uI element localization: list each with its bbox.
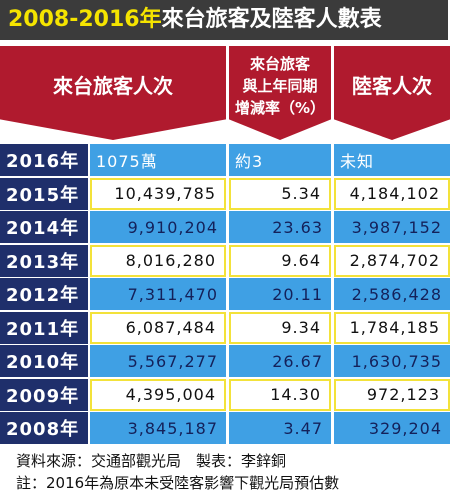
data-cell: 20.11 <box>229 278 331 310</box>
table-row: 2011年 6,087,484 9.34 1,784,185 <box>0 311 450 345</box>
title-years: 2008-2016年 <box>8 7 162 32</box>
year-cell: 2012年 <box>0 278 88 310</box>
year-cell: 2013年 <box>0 244 88 277</box>
data-cell: 5,567,277 <box>90 345 226 377</box>
data-cell: 6,087,484 <box>90 311 226 344</box>
table-row: 2016年 1075萬 約3 未知 <box>0 144 450 177</box>
table-row: 2010年 5,567,277 26.67 1,630,735 <box>0 345 450 378</box>
title-bar: 2008-2016年來台旅客及陸客人數表 <box>0 0 448 40</box>
data-cell: 1,784,185 <box>334 311 450 344</box>
year-cell: 2015年 <box>0 177 88 210</box>
data-cell: 4,395,004 <box>90 378 226 411</box>
data-cell: 2,874,702 <box>334 244 450 277</box>
column-header: 來台旅客人次 <box>0 46 226 140</box>
table-row: 2014年 9,910,204 23.63 3,987,152 <box>0 211 450 244</box>
data-cell: 2,586,428 <box>334 278 450 310</box>
year-cell: 2009年 <box>0 378 88 411</box>
header-line: 增減率（%） <box>234 99 326 117</box>
data-cell: 14.30 <box>229 378 331 411</box>
data-cell: 8,016,280 <box>90 244 226 277</box>
year-cell: 2008年 <box>0 412 88 444</box>
data-cell: 1075萬 <box>90 144 226 176</box>
data-cell: 5.34 <box>229 177 331 210</box>
data-cell: 9.34 <box>229 311 331 344</box>
data-cell: 972,123 <box>334 378 450 411</box>
table-row: 2008年 3,845,187 3.47 329,204 <box>0 412 450 445</box>
data-cell: 9.64 <box>229 244 331 277</box>
data-cell: 未知 <box>334 144 450 176</box>
source-note: 資料來源：交通部觀光局 製表：李鋅銅 <box>16 452 287 470</box>
data-cell: 1,630,735 <box>334 345 450 377</box>
header-line: 陸客人次 <box>352 74 432 98</box>
data-cell: 3,987,152 <box>334 211 450 243</box>
data-cell: 7,311,470 <box>90 278 226 310</box>
data-cell: 10,439,785 <box>90 177 226 210</box>
table-row: 2012年 7,311,470 20.11 2,586,428 <box>0 278 450 311</box>
data-cell: 9,910,204 <box>90 211 226 243</box>
table-row: 2009年 4,395,004 14.30 972,123 <box>0 378 450 412</box>
header-line: 來台旅客 <box>249 55 310 73</box>
header-line: 來台旅客人次 <box>53 74 173 98</box>
column-header: 陸客人次 <box>334 46 450 140</box>
title-text: 來台旅客及陸客人數表 <box>161 7 382 32</box>
data-cell: 3.47 <box>229 412 331 444</box>
year-cell: 2016年 <box>0 144 88 176</box>
data-cell: 329,204 <box>334 412 450 444</box>
table-body: 2016年 1075萬 約3 未知 2015年 10,439,785 5.34 4,184,1… <box>0 144 450 446</box>
year-cell: 2014年 <box>0 211 88 243</box>
data-cell: 26.67 <box>229 345 331 377</box>
data-cell: 3,845,187 <box>90 412 226 444</box>
table-row: 2015年 10,439,785 5.34 4,184,102 <box>0 177 450 211</box>
year-cell: 2010年 <box>0 345 88 377</box>
year-cell: 2011年 <box>0 311 88 344</box>
column-header: 來台旅客與上年同期增減率（%） <box>229 46 331 140</box>
data-cell: 約3 <box>229 144 331 176</box>
data-cell: 4,184,102 <box>334 177 450 210</box>
table-row: 2013年 8,016,280 9.64 2,874,702 <box>0 244 450 278</box>
footnote: 註：2016年為原本未受陸客影響下觀光局預估數 <box>16 474 340 492</box>
header-line: 與上年同期 <box>242 77 318 95</box>
data-cell: 23.63 <box>229 211 331 243</box>
